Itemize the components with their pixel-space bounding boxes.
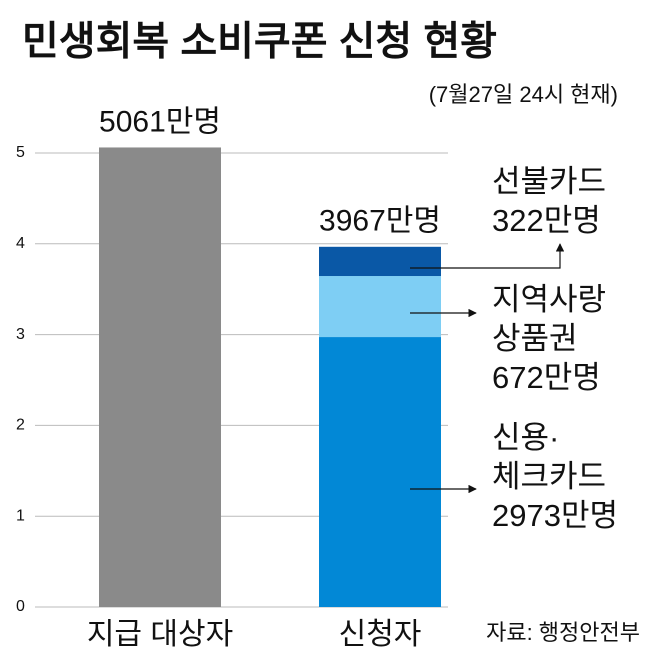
y-tick-label: 3 <box>16 326 25 343</box>
x-tick-label: 지급 대상자 <box>87 618 233 651</box>
chart-title: 민생회복 소비쿠폰 신청 현황 <box>22 20 497 64</box>
annotation-name: 신용· 체크카드 <box>492 420 606 494</box>
total-label: 5061만명 <box>99 105 221 138</box>
annotation-name: 선불카드 <box>492 164 606 199</box>
annotation-arrow <box>410 243 565 269</box>
y-tick-label: 0 <box>16 598 25 615</box>
chart-subtitle: (7월27일 24시 현재) <box>429 82 618 107</box>
total-label: 3967만명 <box>319 205 441 238</box>
y-tick-label: 1 <box>16 507 25 524</box>
annotation-value: 2973만명 <box>492 498 618 533</box>
y-tick-label: 2 <box>16 417 25 434</box>
y-tick-label: 4 <box>16 235 25 252</box>
y-tick-label: 5 <box>16 144 25 161</box>
annotation-value: 672만명 <box>492 360 601 395</box>
bar-segment <box>319 276 441 338</box>
bar-segment <box>319 246 441 277</box>
bar-segment <box>99 147 221 608</box>
annotation-value: 322만명 <box>492 203 601 238</box>
x-tick-label: 신청자 <box>339 618 422 651</box>
source: 자료: 행정안전부 <box>486 620 640 645</box>
annotation-name: 지역사랑 상품권 <box>492 282 606 356</box>
bar-segment <box>319 337 441 607</box>
